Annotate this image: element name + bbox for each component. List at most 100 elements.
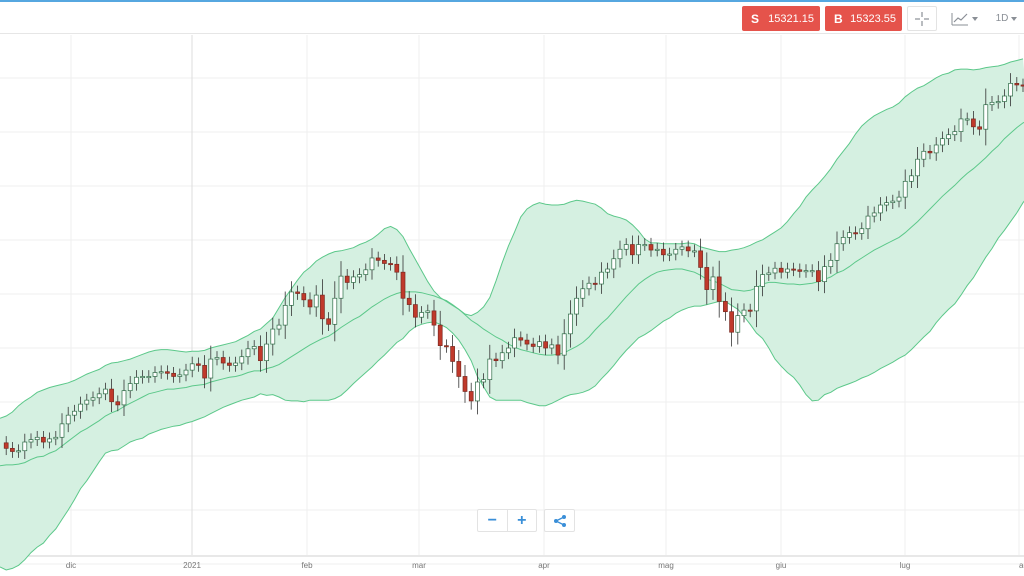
- candle-body: [617, 248, 623, 260]
- candle-body: [902, 180, 908, 198]
- candle-body: [313, 294, 319, 308]
- candle: [909, 169, 914, 189]
- sell-button[interactable]: S 15321.15: [742, 6, 820, 31]
- candle-body: [530, 343, 536, 347]
- candle: [487, 344, 493, 394]
- candle-body: [896, 196, 902, 202]
- candle: [413, 294, 418, 328]
- candle: [623, 238, 629, 256]
- buy-button[interactable]: B 15323.55: [825, 6, 902, 31]
- share-button[interactable]: [544, 509, 575, 532]
- candle-body: [320, 294, 325, 320]
- chevron-down-icon: [971, 16, 978, 21]
- crosshair-button[interactable]: [907, 6, 937, 31]
- candle-body: [59, 423, 65, 438]
- candle: [543, 334, 548, 356]
- candle: [264, 331, 269, 373]
- candle: [809, 264, 815, 277]
- upper-band-line: [0, 58, 1024, 419]
- candle-body: [878, 204, 883, 214]
- candle-body: [3, 442, 9, 449]
- interval-selector[interactable]: 1D: [989, 6, 1024, 31]
- candle: [369, 248, 375, 280]
- candle-body: [419, 312, 424, 318]
- candle-body: [406, 297, 412, 305]
- candle-body: [592, 282, 598, 285]
- candle: [357, 268, 362, 284]
- candle-body: [251, 346, 257, 350]
- candle-body: [648, 244, 654, 251]
- x-tick-label: mag: [658, 561, 674, 570]
- candle: [754, 270, 759, 328]
- candle: [847, 226, 852, 244]
- candle: [747, 303, 753, 318]
- candle: [10, 442, 15, 458]
- chart-type-button[interactable]: [945, 6, 983, 31]
- candle: [406, 291, 412, 312]
- candle: [995, 95, 1001, 109]
- candle-body: [196, 363, 201, 366]
- candle-body: [245, 348, 251, 358]
- candle-body: [940, 138, 945, 146]
- candle-body: [400, 271, 406, 299]
- candle: [301, 286, 307, 307]
- candle: [400, 255, 406, 316]
- candle-body: [1014, 83, 1020, 86]
- candle: [778, 261, 784, 279]
- candle-body: [983, 104, 989, 130]
- candle: [208, 345, 214, 392]
- candle-body: [506, 347, 511, 354]
- candle: [295, 285, 300, 300]
- candle: [78, 396, 83, 419]
- candle: [685, 240, 691, 258]
- candle: [177, 368, 183, 383]
- zoom-out-button[interactable]: −: [478, 510, 508, 531]
- candle: [326, 312, 331, 332]
- candle-body: [47, 438, 52, 443]
- candle-body: [276, 324, 282, 330]
- candle-body: [431, 310, 437, 326]
- candle-body: [10, 448, 15, 452]
- candle: [437, 310, 443, 360]
- candle: [983, 88, 989, 146]
- candle-body: [28, 439, 34, 443]
- candle: [512, 328, 517, 358]
- share-icon: [553, 514, 566, 527]
- price-chart[interactable]: dic 2021 feb mar apr mag giu lug ago: [0, 35, 1024, 576]
- sell-price: 15321.15: [768, 12, 814, 25]
- candle: [840, 230, 846, 251]
- candle: [320, 279, 325, 335]
- candle: [723, 292, 728, 321]
- candle: [109, 378, 114, 413]
- candle-body: [1002, 95, 1007, 102]
- candle: [599, 262, 604, 294]
- zoom-in-button[interactable]: +: [517, 511, 527, 529]
- candle: [146, 370, 152, 383]
- candle: [72, 404, 77, 422]
- candle: [468, 382, 474, 410]
- x-axis-labels: dic 2021 feb mar apr mag giu lug ago: [66, 561, 1024, 570]
- candle-body: [332, 297, 338, 325]
- candle: [251, 340, 257, 356]
- candle-body: [177, 374, 183, 377]
- x-tick-label: mar: [412, 561, 426, 570]
- candle: [233, 356, 238, 372]
- candle-body: [258, 346, 263, 362]
- candle-body: [884, 202, 889, 206]
- candle-body: [307, 299, 313, 308]
- candle: [704, 252, 710, 305]
- candle-body: [227, 362, 232, 366]
- candle: [276, 318, 282, 336]
- candle-body: [437, 324, 443, 346]
- candle-body: [735, 315, 741, 333]
- candle-body: [214, 357, 220, 360]
- candle: [493, 352, 499, 367]
- candle: [791, 262, 796, 277]
- candle-body: [301, 293, 307, 301]
- candle-body: [481, 379, 486, 383]
- candle-body: [840, 237, 846, 245]
- candle: [506, 341, 511, 360]
- candle: [971, 111, 976, 135]
- candle-body: [22, 441, 28, 452]
